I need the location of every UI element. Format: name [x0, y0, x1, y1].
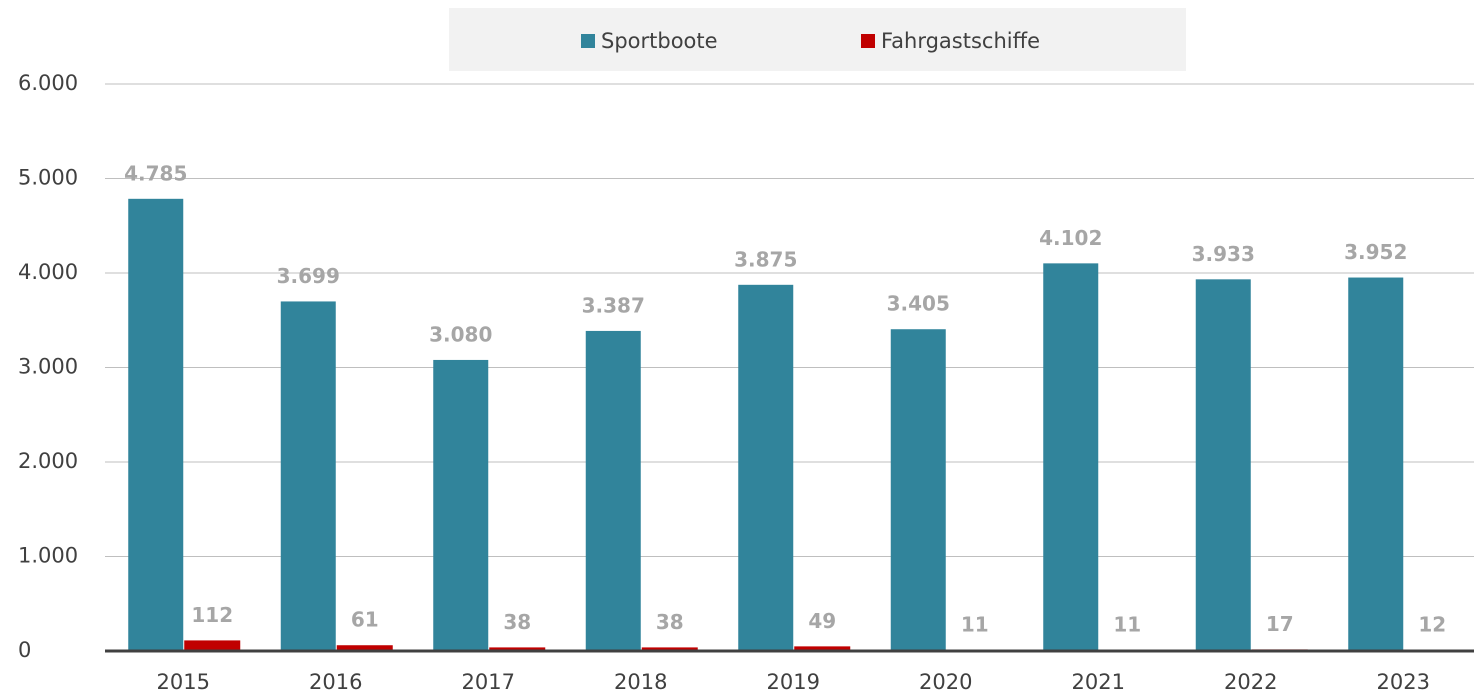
x-tick-label: 2023 — [1377, 670, 1430, 694]
bar — [336, 645, 393, 651]
y-tick-label: 3.000 — [18, 355, 78, 379]
x-tick-label: 2019 — [767, 670, 820, 694]
x-tick-label: 2020 — [919, 670, 972, 694]
value-label: 112 — [191, 603, 233, 627]
value-label: 11 — [1113, 612, 1141, 636]
bar — [280, 301, 336, 651]
y-tick-label: 6.000 — [18, 71, 78, 95]
legend-swatch — [581, 34, 595, 48]
bar — [489, 647, 546, 651]
bar — [433, 359, 489, 651]
x-tick-label: 2017 — [462, 670, 515, 694]
value-label: 11 — [961, 612, 989, 636]
legend-box — [449, 8, 1186, 71]
y-tick-label: 5.000 — [18, 166, 78, 190]
y-tick-label: 2.000 — [18, 449, 78, 473]
legend-swatch — [861, 34, 875, 48]
x-tick-label: 2016 — [309, 670, 362, 694]
y-tick-label: 4.000 — [18, 260, 78, 284]
x-tick-label: 2015 — [157, 670, 210, 694]
value-label: 12 — [1418, 612, 1446, 636]
x-tick-label: 2018 — [614, 670, 667, 694]
value-label: 4.785 — [124, 161, 187, 185]
bar — [738, 284, 794, 651]
value-label: 38 — [656, 610, 684, 634]
bar — [585, 330, 641, 651]
value-label: 3.699 — [277, 264, 340, 288]
value-label: 49 — [808, 609, 836, 633]
y-tick-label: 0 — [18, 638, 31, 662]
bar — [794, 646, 851, 651]
legend-label: Fahrgastschiffe — [881, 29, 1040, 53]
x-tick-label: 2022 — [1224, 670, 1277, 694]
y-tick-label: 1.000 — [18, 544, 78, 568]
bar — [890, 329, 946, 651]
value-label: 3.387 — [582, 293, 645, 317]
x-tick-label: 2021 — [1072, 670, 1125, 694]
bar — [1348, 277, 1404, 651]
value-label: 3.875 — [734, 247, 797, 271]
bar — [184, 640, 241, 651]
value-label: 3.933 — [1192, 242, 1255, 266]
bar — [1195, 279, 1251, 651]
value-label: 17 — [1266, 612, 1294, 636]
value-label: 38 — [503, 610, 531, 634]
bar — [641, 647, 698, 651]
value-label: 61 — [351, 608, 379, 632]
value-label: 4.102 — [1039, 226, 1102, 250]
bar — [1043, 263, 1099, 651]
value-label: 3.080 — [429, 322, 492, 346]
legend-label: Sportboote — [601, 29, 718, 53]
value-label: 3.405 — [887, 292, 950, 316]
bar — [128, 198, 184, 651]
value-label: 3.952 — [1344, 240, 1407, 264]
